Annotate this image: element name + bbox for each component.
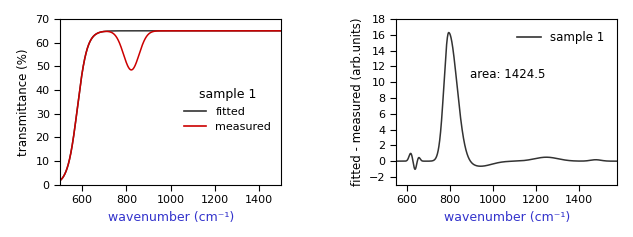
Y-axis label: transmittance (%): transmittance (%) (17, 48, 30, 156)
X-axis label: wavenumber (cm⁻¹): wavenumber (cm⁻¹) (444, 211, 570, 224)
X-axis label: wavenumber (cm⁻¹): wavenumber (cm⁻¹) (108, 211, 234, 224)
Text: area: 1424.5: area: 1424.5 (470, 68, 546, 81)
Legend: fitted, measured: fitted, measured (184, 88, 271, 132)
Legend: sample 1: sample 1 (512, 27, 609, 49)
Y-axis label: fitted - measured (arb.units): fitted - measured (arb.units) (351, 18, 363, 186)
